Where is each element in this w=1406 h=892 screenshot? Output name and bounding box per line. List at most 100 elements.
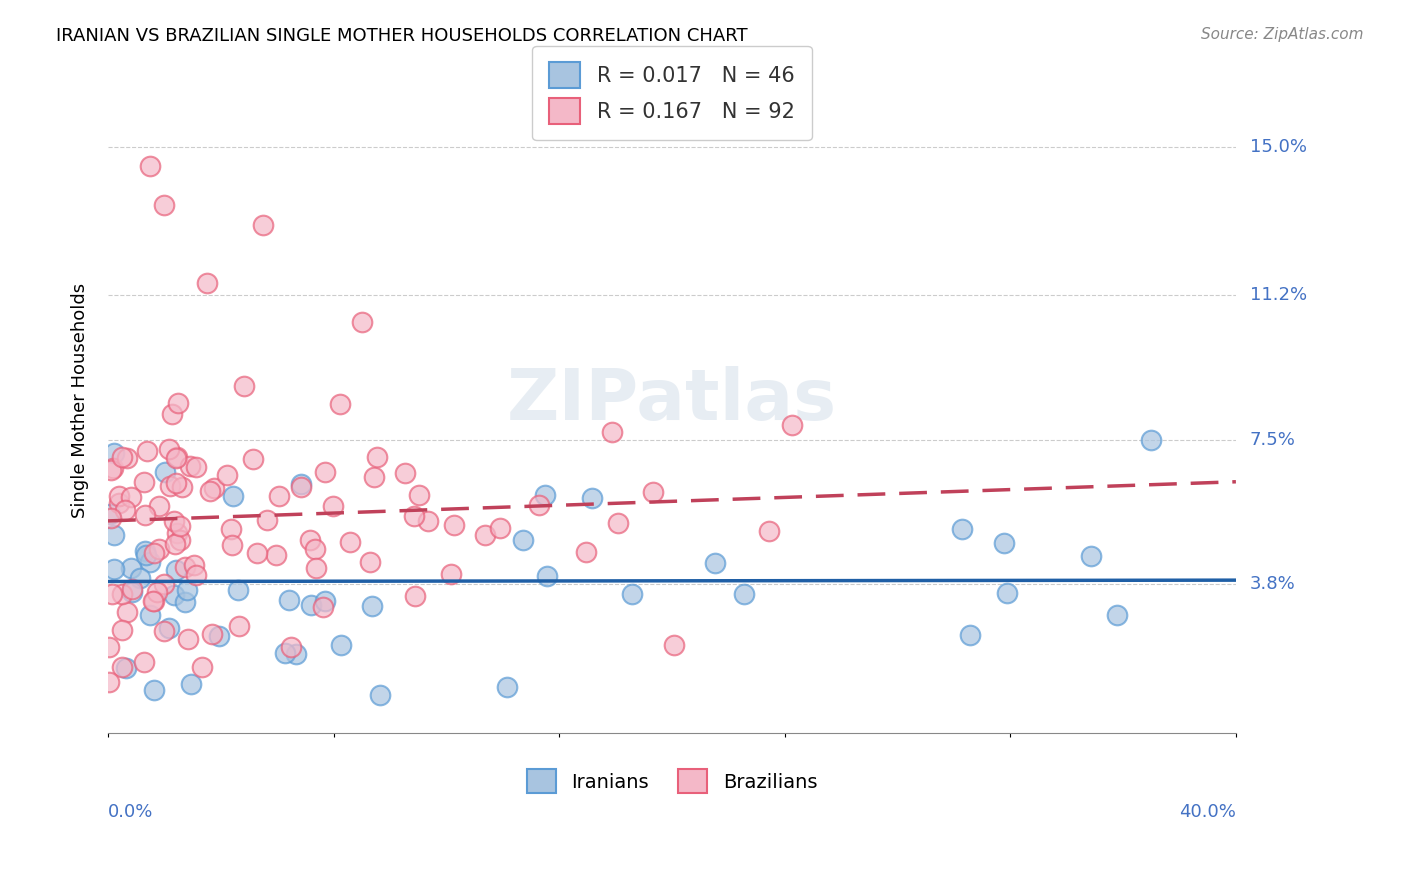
Point bbox=[165, 451, 187, 466]
Point bbox=[361, 599, 384, 613]
Point bbox=[157, 621, 180, 635]
Point bbox=[180, 677, 202, 691]
Point bbox=[111, 587, 134, 601]
Point bbox=[536, 569, 558, 583]
Point bbox=[115, 605, 138, 619]
Point bbox=[163, 514, 186, 528]
Point bbox=[322, 499, 344, 513]
Point bbox=[474, 528, 496, 542]
Point bbox=[174, 560, 197, 574]
Point bbox=[242, 452, 264, 467]
Point bbox=[267, 489, 290, 503]
Point bbox=[155, 465, 177, 479]
Point bbox=[329, 638, 352, 652]
Point bbox=[190, 660, 212, 674]
Point bbox=[402, 509, 425, 524]
Point bbox=[581, 491, 603, 506]
Point bbox=[121, 585, 143, 599]
Point bbox=[219, 522, 242, 536]
Text: ZIPatlas: ZIPatlas bbox=[508, 366, 837, 435]
Point bbox=[167, 396, 190, 410]
Point bbox=[162, 407, 184, 421]
Point bbox=[152, 576, 174, 591]
Point bbox=[304, 561, 326, 575]
Point bbox=[298, 533, 321, 548]
Point bbox=[278, 593, 301, 607]
Point bbox=[120, 490, 142, 504]
Point bbox=[139, 159, 162, 173]
Point bbox=[176, 632, 198, 646]
Point bbox=[366, 450, 388, 464]
Point bbox=[139, 555, 162, 569]
Point bbox=[129, 571, 152, 585]
Point bbox=[176, 582, 198, 597]
Point bbox=[959, 628, 981, 642]
Point bbox=[575, 545, 598, 559]
Point bbox=[100, 511, 122, 525]
Point bbox=[184, 460, 207, 475]
Point bbox=[103, 562, 125, 576]
Point bbox=[359, 555, 381, 569]
Point bbox=[148, 541, 170, 556]
Point bbox=[704, 556, 727, 570]
Point bbox=[111, 623, 134, 637]
Point bbox=[142, 593, 165, 607]
Point bbox=[527, 498, 550, 512]
Text: 40.0%: 40.0% bbox=[1180, 803, 1236, 822]
Point bbox=[314, 465, 336, 479]
Point bbox=[134, 508, 156, 522]
Text: 7.5%: 7.5% bbox=[1250, 431, 1296, 449]
Point bbox=[153, 624, 176, 639]
Point bbox=[284, 647, 307, 661]
Point bbox=[995, 585, 1018, 599]
Point bbox=[290, 477, 312, 491]
Point bbox=[350, 316, 373, 330]
Point bbox=[134, 544, 156, 558]
Point bbox=[202, 481, 225, 495]
Point bbox=[208, 629, 231, 643]
Text: Source: ZipAtlas.com: Source: ZipAtlas.com bbox=[1201, 27, 1364, 42]
Point bbox=[607, 516, 630, 530]
Point bbox=[1107, 608, 1129, 623]
Point bbox=[228, 619, 250, 633]
Point bbox=[174, 595, 197, 609]
Point bbox=[159, 478, 181, 492]
Point bbox=[145, 585, 167, 599]
Point bbox=[100, 587, 122, 601]
Point bbox=[443, 517, 465, 532]
Point bbox=[533, 488, 555, 502]
Point bbox=[103, 528, 125, 542]
Point bbox=[950, 522, 973, 536]
Point bbox=[153, 198, 176, 212]
Point bbox=[416, 514, 439, 528]
Point bbox=[97, 640, 120, 654]
Text: 15.0%: 15.0% bbox=[1250, 137, 1308, 156]
Text: 3.8%: 3.8% bbox=[1250, 575, 1296, 593]
Point bbox=[512, 533, 534, 547]
Point bbox=[195, 277, 218, 291]
Point bbox=[169, 519, 191, 533]
Point bbox=[142, 594, 165, 608]
Point bbox=[165, 563, 187, 577]
Point bbox=[98, 508, 121, 522]
Point bbox=[264, 548, 287, 562]
Point bbox=[252, 218, 274, 232]
Point bbox=[108, 489, 131, 503]
Point bbox=[117, 451, 139, 466]
Point bbox=[290, 480, 312, 494]
Point bbox=[148, 499, 170, 513]
Point bbox=[198, 483, 221, 498]
Point bbox=[993, 535, 1015, 549]
Point bbox=[226, 582, 249, 597]
Point bbox=[641, 485, 664, 500]
Point bbox=[621, 587, 644, 601]
Point bbox=[184, 568, 207, 582]
Point bbox=[758, 524, 780, 539]
Point bbox=[368, 688, 391, 702]
Point bbox=[183, 558, 205, 572]
Point bbox=[108, 496, 131, 510]
Point bbox=[200, 627, 222, 641]
Point bbox=[339, 535, 361, 549]
Point bbox=[495, 680, 517, 694]
Point bbox=[120, 561, 142, 575]
